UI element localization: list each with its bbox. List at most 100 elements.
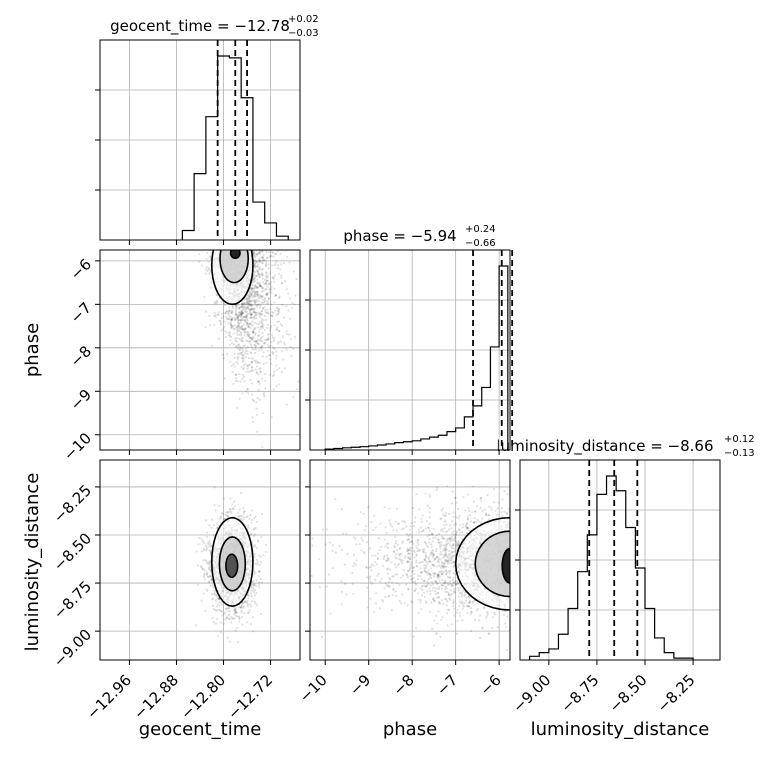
sample-point <box>428 587 431 590</box>
sample-point <box>227 317 230 321</box>
sample-point <box>453 587 456 590</box>
sample-point <box>247 325 250 328</box>
sample-point <box>247 325 250 328</box>
sample-point <box>274 293 278 296</box>
sample-point <box>427 572 431 575</box>
sample-point <box>389 524 392 527</box>
sample-point <box>392 574 395 578</box>
sample-point <box>450 502 454 505</box>
sample-point <box>273 347 276 351</box>
sample-point <box>465 527 469 530</box>
sample-point <box>229 323 232 326</box>
sample-point <box>252 582 255 585</box>
sample-point <box>242 354 245 357</box>
sample-point <box>277 296 281 299</box>
hist-bar <box>194 174 206 240</box>
sample-point <box>263 328 266 332</box>
sample-point <box>238 318 241 322</box>
sample-point <box>257 323 260 326</box>
sample-point <box>204 544 207 547</box>
sample-point <box>238 620 241 623</box>
sample-point <box>386 568 389 571</box>
sample-point <box>260 512 264 516</box>
sample-point <box>271 315 274 318</box>
sample-point <box>242 606 245 609</box>
sample-point <box>424 492 427 495</box>
sample-point <box>205 310 208 313</box>
sample-point <box>235 316 238 319</box>
sample-point <box>252 299 255 302</box>
sample-point <box>405 574 408 577</box>
sample-point <box>265 279 268 282</box>
sample-point <box>209 560 212 563</box>
sample-point <box>417 539 420 542</box>
sample-point <box>265 311 268 315</box>
sample-point <box>412 550 415 553</box>
sample-point <box>401 520 404 523</box>
sample-point <box>259 304 262 307</box>
sample-point <box>248 295 251 298</box>
sample-point <box>239 321 242 324</box>
sample-point <box>230 318 234 321</box>
sample-point <box>281 282 284 285</box>
sample-point <box>340 508 344 511</box>
hist-bar <box>386 444 395 450</box>
sample-point <box>400 553 403 556</box>
sample-point <box>212 534 216 537</box>
sample-point <box>269 287 272 290</box>
sample-point <box>351 582 354 586</box>
sample-point <box>219 516 222 519</box>
sample-point <box>225 607 228 610</box>
sample-point <box>218 604 221 607</box>
sample-point <box>238 343 241 346</box>
sample-point <box>428 516 431 519</box>
hist-panel-geocent-time <box>95 39 301 245</box>
sample-point <box>443 555 446 558</box>
sample-point <box>262 259 265 262</box>
sample-point <box>227 321 230 324</box>
sample-point <box>266 294 269 297</box>
sample-point <box>278 367 281 370</box>
sample-point <box>433 619 436 622</box>
sample-point <box>444 547 447 550</box>
sample-point <box>244 321 247 324</box>
sample-point <box>202 547 206 550</box>
sample-point <box>227 334 231 337</box>
sample-point <box>245 315 248 319</box>
sample-point <box>252 579 255 583</box>
sample-point <box>258 454 260 456</box>
sample-point <box>231 305 234 308</box>
sample-point <box>232 363 235 366</box>
sample-point <box>205 571 208 574</box>
sample-point <box>276 250 279 253</box>
sample-point <box>260 285 263 288</box>
sample-point <box>224 311 227 315</box>
sample-point <box>243 329 246 332</box>
sample-point <box>259 371 262 374</box>
sample-point <box>265 361 268 364</box>
sample-point <box>488 632 491 635</box>
sample-point <box>501 515 504 518</box>
sample-point <box>466 526 470 529</box>
sample-point <box>291 301 294 305</box>
sample-point <box>269 357 272 361</box>
sample-point <box>253 273 256 276</box>
sample-point <box>253 317 256 320</box>
sample-point <box>438 585 441 589</box>
sample-point <box>254 333 257 336</box>
sample-point <box>218 608 222 611</box>
sample-point <box>432 553 435 556</box>
sample-point <box>454 544 457 547</box>
sample-point <box>444 579 447 582</box>
sample-point <box>445 604 448 607</box>
sample-point <box>249 623 252 626</box>
sample-point <box>265 250 268 254</box>
sample-point <box>272 255 275 258</box>
title-luminosity-distance-prefix: luminosity_distance = <box>496 437 667 456</box>
sample-point <box>263 342 266 345</box>
sample-point <box>434 549 438 553</box>
sample-point <box>261 344 264 347</box>
sample-point <box>256 285 259 289</box>
sample-point <box>230 615 233 619</box>
sample-point <box>249 514 252 517</box>
